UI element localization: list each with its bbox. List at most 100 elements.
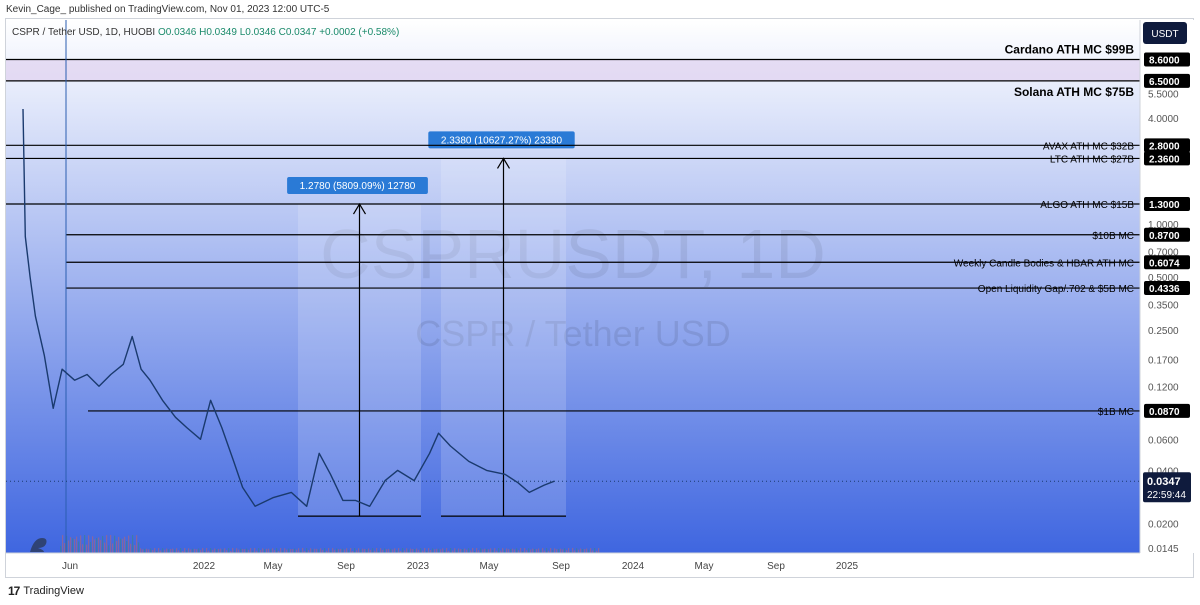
- volume-bar: [238, 549, 240, 553]
- volume-bar: [274, 550, 276, 553]
- volume-bar: [134, 545, 136, 553]
- volume-bar: [156, 550, 158, 553]
- chart-canvas[interactable]: CSPRUSDT, 1D CSPR / Tether USD 1.2780 (580…: [0, 0, 1200, 580]
- y-tick-label: 0.1700: [1148, 356, 1179, 367]
- volume-bar: [368, 548, 370, 553]
- level-text-bg: [1095, 405, 1136, 417]
- volume-bar: [64, 543, 66, 553]
- volume-bar: [112, 543, 114, 553]
- volume-bar: [552, 549, 554, 553]
- volume-bar: [566, 550, 568, 553]
- volume-bar: [354, 548, 356, 553]
- volume-bar: [312, 549, 314, 553]
- volume-bar: [392, 549, 394, 553]
- y-tick-label: 0.0200: [1148, 519, 1179, 530]
- x-tick-label: Sep: [337, 561, 355, 572]
- volume-bar: [444, 550, 446, 553]
- watermark-name: CSPR / Tether USD: [415, 313, 730, 354]
- volume-bar: [264, 549, 266, 553]
- tradingview-mark-icon: 17: [8, 584, 20, 598]
- volume-bar: [446, 548, 448, 553]
- volume-bar: [118, 536, 120, 553]
- level-text-bg: [1090, 229, 1137, 241]
- volume-bar: [152, 550, 154, 553]
- level-value-label: 1.3000: [1149, 200, 1180, 211]
- volume-bar: [200, 549, 202, 553]
- volume-bar: [430, 549, 432, 553]
- volume-bar: [346, 548, 348, 553]
- level-text: ALGO ATH MC $15B: [1040, 200, 1134, 211]
- volume-bar: [272, 548, 274, 553]
- volume-bar: [574, 550, 576, 553]
- volume-bar: [598, 548, 600, 553]
- volume-bar: [268, 548, 270, 553]
- x-tick-label: May: [264, 561, 283, 572]
- volume-bar: [496, 550, 498, 553]
- volume-bar: [524, 548, 526, 553]
- tradingview-logo[interactable]: 17 TradingView: [8, 584, 84, 598]
- volume-bar: [176, 548, 178, 553]
- level-value-bg: [1144, 255, 1190, 270]
- volume-bar: [400, 550, 402, 553]
- volume-bar: [398, 548, 400, 553]
- volume-bar: [402, 548, 404, 553]
- x-tick-label: May: [480, 561, 499, 572]
- y-tick-label: 0.0600: [1148, 435, 1179, 446]
- measurement-label: 1.2780 (5809.09%) 12780: [300, 181, 416, 192]
- volume-bar: [338, 549, 340, 553]
- volume-bar: [534, 548, 536, 553]
- volume-bar: [168, 549, 170, 553]
- currency-label: USDT: [1151, 29, 1178, 40]
- volume-bar: [420, 548, 422, 553]
- volume-bar: [144, 548, 146, 553]
- volume-bar: [424, 548, 426, 553]
- volume-bar: [558, 548, 560, 553]
- level-value-label: 2.8000: [1149, 141, 1180, 152]
- level-text: $1B MC: [1098, 407, 1134, 418]
- volume-bar: [90, 541, 92, 553]
- volume-bar: [474, 550, 476, 553]
- volume-bar: [412, 548, 414, 553]
- volume-bar: [114, 535, 116, 553]
- volume-bar: [466, 549, 468, 553]
- level-text: Open Liquidity Gap/.702 & $5B MC: [978, 284, 1134, 295]
- volume-bar: [520, 548, 522, 553]
- volume-bar: [500, 550, 502, 553]
- volume-bar: [102, 535, 104, 553]
- level-value-label: 0.4336: [1149, 284, 1180, 295]
- x-tick-label: Sep: [552, 561, 570, 572]
- y-tick-label: 0.5000: [1148, 273, 1179, 284]
- volume-bar: [204, 550, 206, 553]
- volume-bar: [116, 540, 118, 553]
- volume-bar: [170, 548, 172, 553]
- volume-bar: [570, 550, 572, 553]
- volume-bar: [428, 548, 430, 553]
- volume-bar: [158, 548, 160, 553]
- volume-bar: [246, 548, 248, 553]
- volume-bar: [454, 548, 456, 553]
- y-tick-label: 0.1200: [1148, 382, 1179, 393]
- volume-bar: [328, 548, 330, 553]
- volume-bar: [78, 541, 80, 553]
- volume-bar: [596, 550, 598, 553]
- volume-bar: [182, 550, 184, 553]
- volume-bar: [92, 536, 94, 553]
- volume-bar: [550, 548, 552, 553]
- volume-bar: [248, 549, 250, 553]
- volume-bar: [82, 544, 84, 553]
- volume-bar: [160, 550, 162, 553]
- volume-bar: [278, 550, 280, 553]
- volume-bar: [196, 549, 198, 553]
- volume-bar: [270, 549, 272, 553]
- volume-bar: [578, 549, 580, 553]
- volume-bar: [528, 548, 530, 553]
- volume-bar: [126, 541, 128, 553]
- volume-bar: [442, 548, 444, 553]
- price-line: [22, 108, 555, 507]
- volume-bar: [572, 548, 574, 553]
- volume-bar: [68, 540, 70, 553]
- volume-bar: [314, 548, 316, 553]
- level-value-bg: [1144, 138, 1190, 153]
- volume-bar: [342, 548, 344, 553]
- volume-bar: [94, 539, 96, 553]
